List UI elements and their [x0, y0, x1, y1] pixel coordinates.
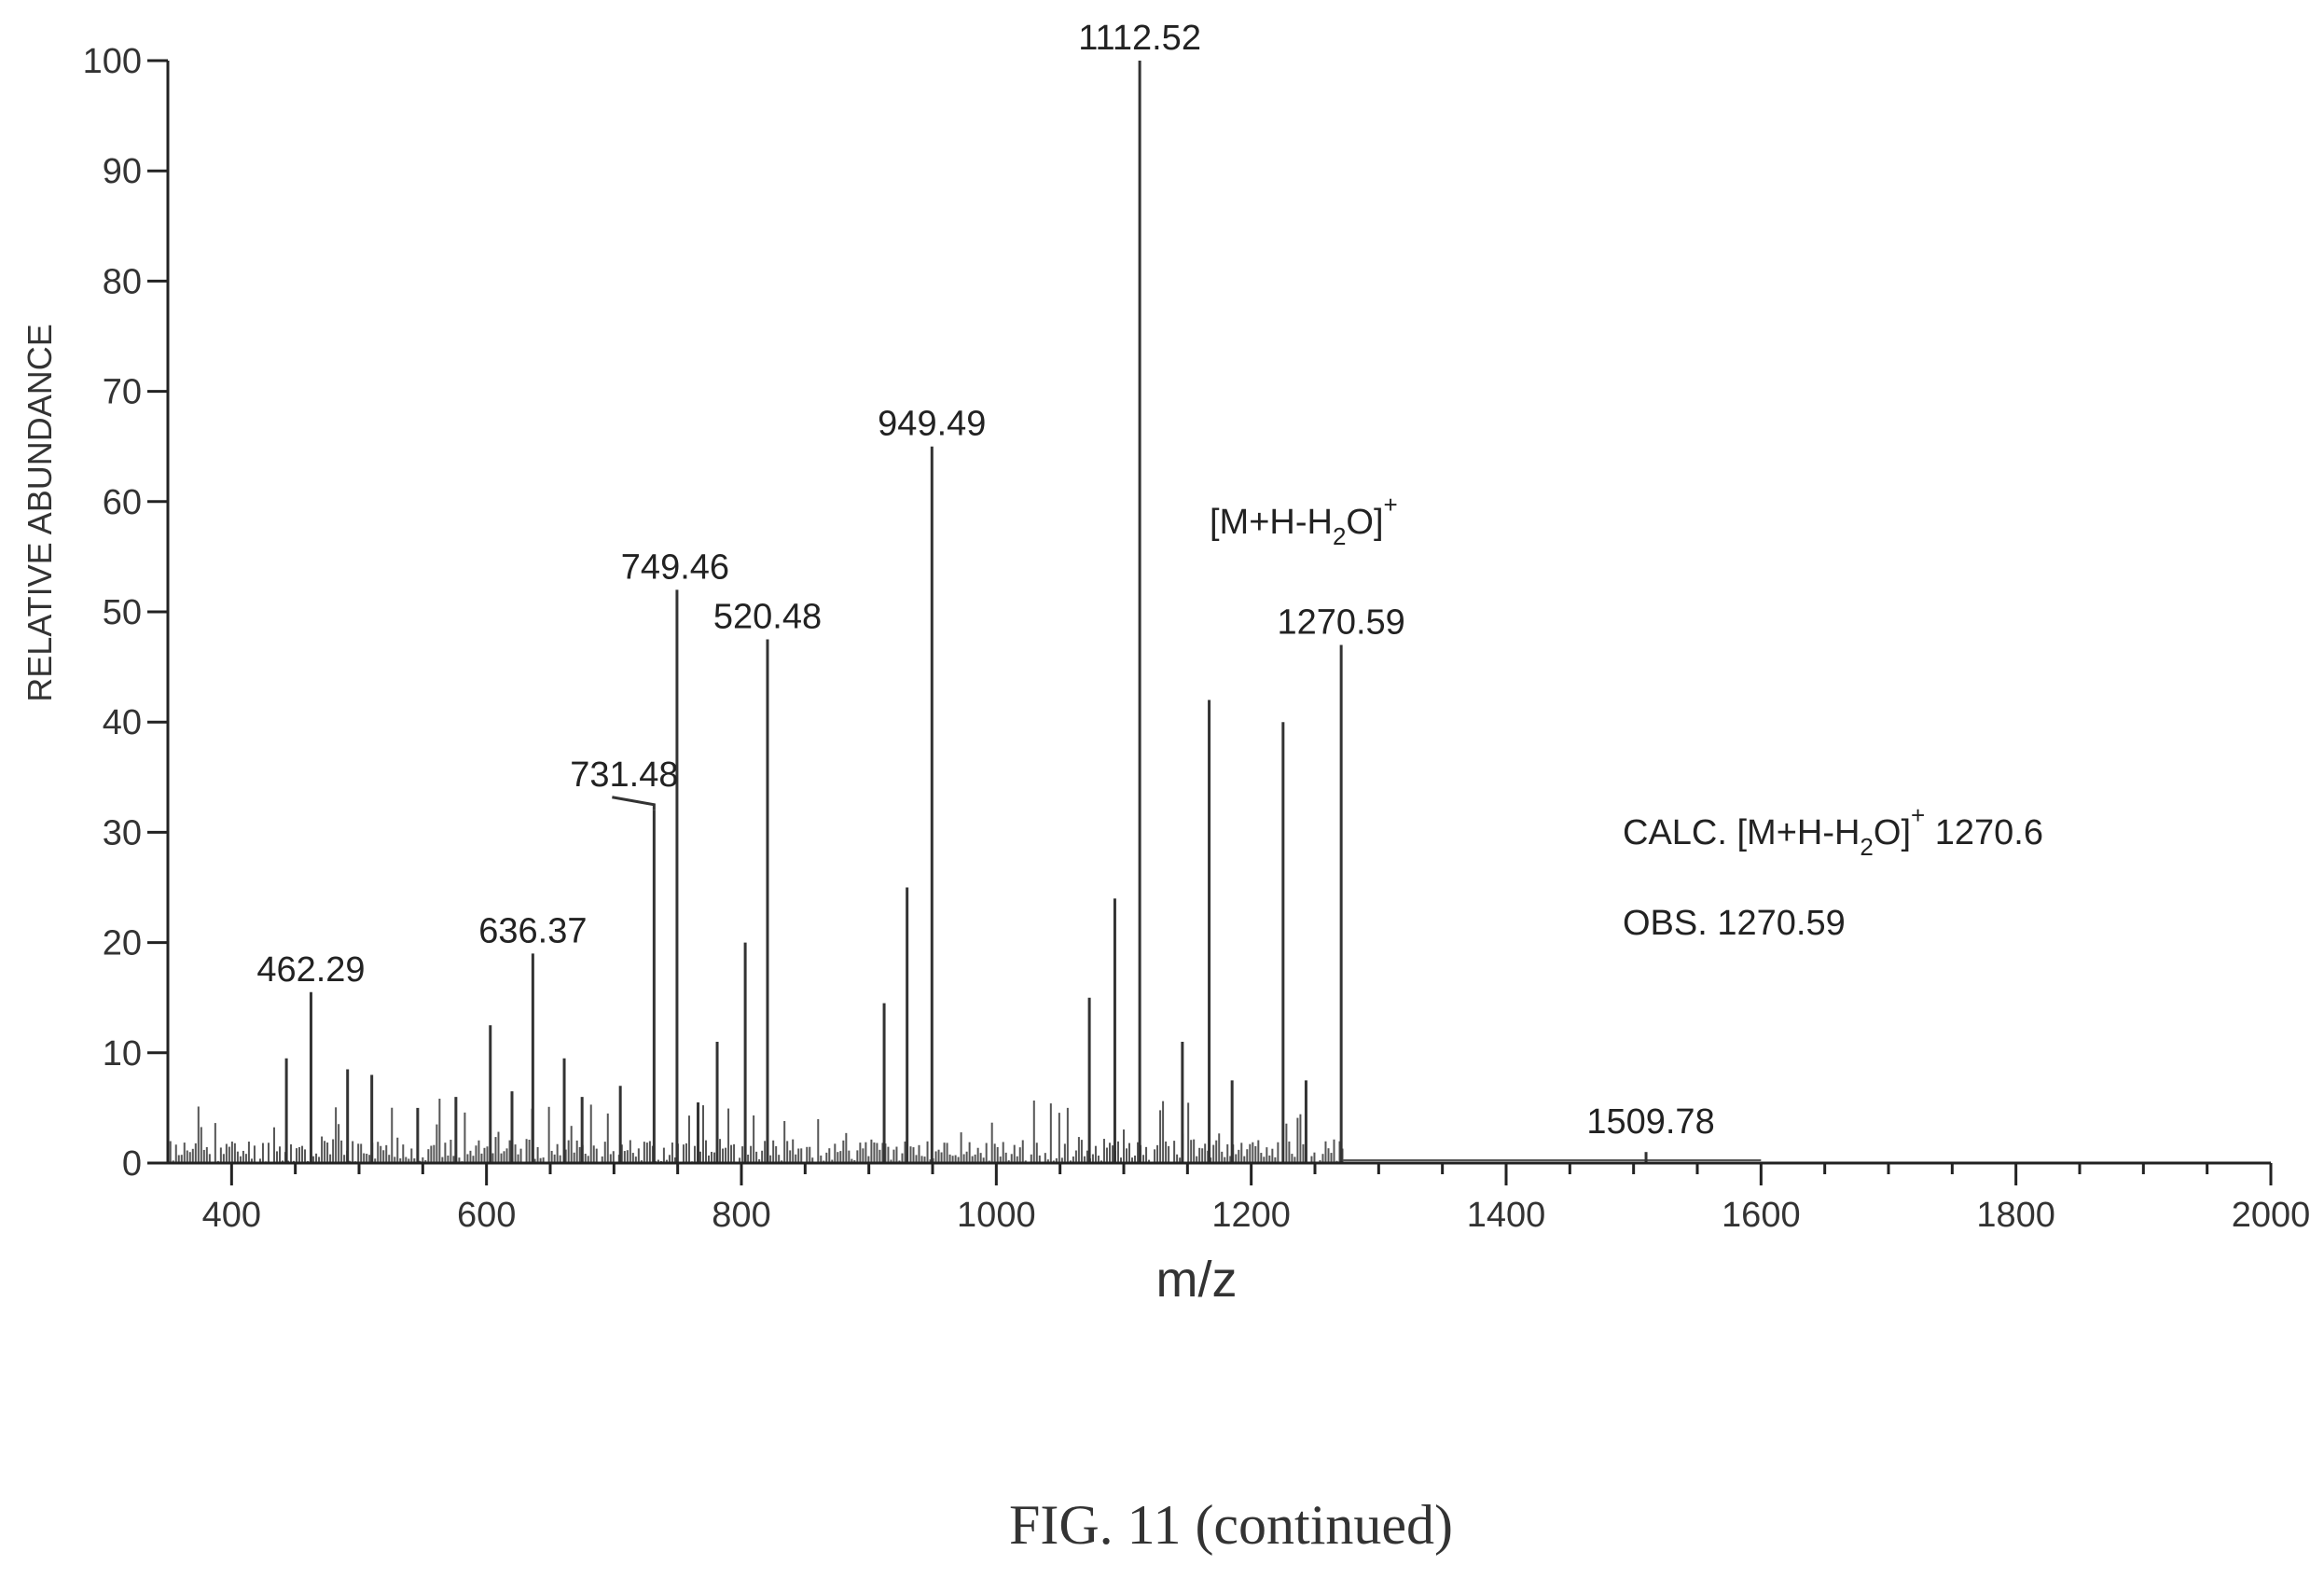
y-tick-label: 90: [103, 152, 142, 191]
peak-label: 731.48: [570, 755, 678, 795]
obs-annotation: OBS. 1270.59: [1623, 904, 1846, 943]
y-tick-label: 20: [103, 924, 142, 963]
y-tick-label: 70: [103, 373, 142, 412]
y-tick-label: 100: [83, 42, 142, 81]
peak-layer: [284, 61, 1648, 1163]
peak-label: 462.29: [256, 950, 365, 990]
y-axis-title: RELATIVE ABUNDANCE: [21, 324, 59, 701]
y-tick-label: 30: [103, 813, 142, 852]
x-tick-label: 1800: [1976, 1196, 2055, 1235]
ion-annotation: [M+H-H2O]+: [1210, 491, 1398, 550]
x-tick-label: 1600: [1722, 1196, 1801, 1235]
peak-label: 636.37: [478, 911, 587, 950]
peak-label-layer: 462.29 636.37 731.48 749.46 520.48 949.49 1112…: [256, 19, 1714, 1142]
x-tick-label: 2000: [2232, 1196, 2311, 1235]
x-tick-label: 1400: [1467, 1196, 1546, 1235]
y-tick-label: 60: [103, 483, 142, 522]
y-tick-label: 40: [103, 703, 142, 742]
peak-label: 1112.52: [1078, 19, 1201, 58]
x-tick-label: 400: [202, 1196, 261, 1235]
x-axis-ticks: 400 600 800 1000 1200 1400 1600 1800 2000: [202, 1163, 2311, 1235]
figure-caption: FIG. 11 (continued): [1009, 1494, 1453, 1556]
peak-label: 1509.78: [1586, 1102, 1714, 1142]
calc-annotation: CALC. [M+H-H2O]+ 1270.6: [1623, 801, 2043, 861]
x-tick-label: 1000: [957, 1196, 1036, 1235]
y-tick-label: 10: [103, 1034, 142, 1073]
peak-label: 520.48: [713, 598, 822, 637]
y-axis-ticks: 0 10 20 30 40 50 60 70 80 90 100: [83, 42, 168, 1184]
x-tick-label: 800: [712, 1196, 770, 1235]
x-axis-title: m/z: [1156, 1252, 1238, 1308]
baseline-noise: [169, 1098, 1762, 1163]
y-tick-label: 0: [122, 1144, 142, 1184]
leader-line: [612, 796, 656, 810]
y-tick-label: 80: [103, 262, 142, 301]
peak-label: 1270.59: [1277, 603, 1404, 642]
peak-label: 749.46: [621, 547, 729, 587]
x-tick-label: 1200: [1211, 1196, 1291, 1235]
y-tick-label: 50: [103, 593, 142, 632]
peak-label: 949.49: [878, 405, 986, 444]
x-tick-label: 600: [457, 1196, 516, 1235]
